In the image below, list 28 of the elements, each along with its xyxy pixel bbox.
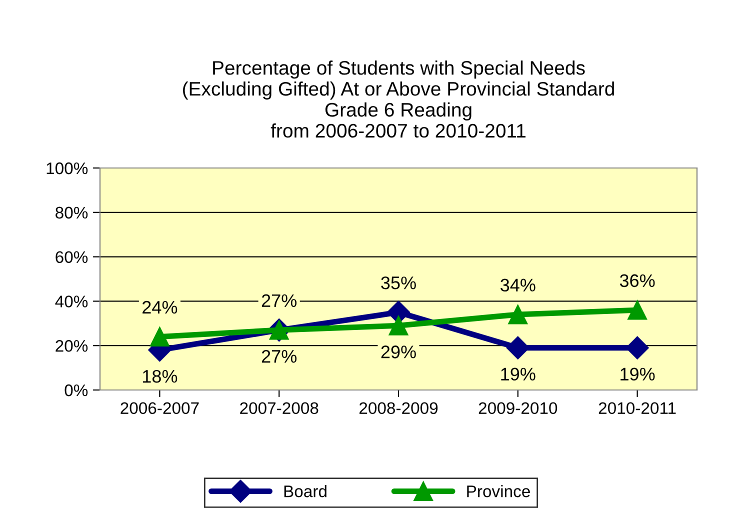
data-label: 29% xyxy=(381,346,416,358)
point xyxy=(150,326,170,346)
y-tick-label: 80% xyxy=(56,206,88,219)
y-tick-label: 0% xyxy=(64,384,88,396)
point xyxy=(388,316,408,336)
data-label: 36% xyxy=(620,274,655,288)
y-tick-label: 20% xyxy=(56,340,88,352)
y-tick-label: 100% xyxy=(46,162,88,174)
data-label: 35% xyxy=(381,276,416,290)
x-tick-label: 2007-2008 xyxy=(240,402,318,414)
x-tick-label: 2006-2007 xyxy=(120,402,199,414)
chart-title: Percentage of Students with Special Needs (Excluding Gifted) At or Above Provincial Standard Grade 6 Reading from 2006-2007 to 2010-2011 xyxy=(183,60,614,138)
x-tick-label: 2009-2010 xyxy=(478,402,558,414)
data-label: 27% xyxy=(262,350,297,363)
y-tick-label: 40% xyxy=(55,296,88,308)
data-label: 24% xyxy=(142,300,178,314)
x-tick-label: 2010-2011 xyxy=(598,402,676,414)
data-label: 18% xyxy=(143,370,178,383)
legend-label: Province xyxy=(467,485,530,498)
x-tick-label: 2008-2009 xyxy=(359,402,438,414)
y-tick-label: 60% xyxy=(56,251,88,264)
point xyxy=(628,300,648,320)
data-label: 19% xyxy=(501,368,536,381)
data-label: 27% xyxy=(262,294,297,307)
point xyxy=(508,304,528,324)
data-label: 19% xyxy=(620,368,655,381)
legend-label: Board xyxy=(284,485,326,498)
data-label: 34% xyxy=(500,278,536,292)
